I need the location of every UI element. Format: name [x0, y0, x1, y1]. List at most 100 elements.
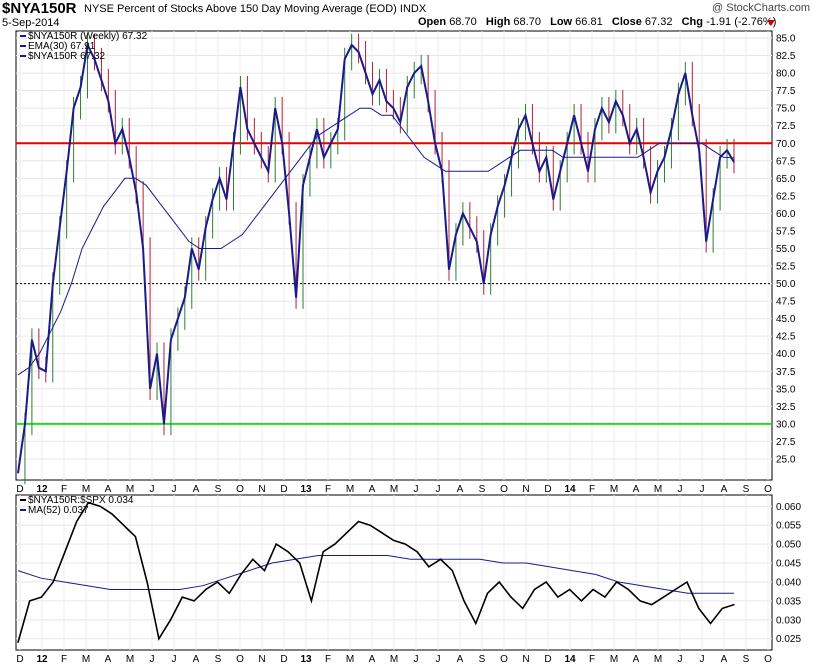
high-label: High — [485, 16, 511, 28]
data-point — [573, 114, 575, 116]
data-point — [31, 339, 33, 341]
data-point — [100, 79, 103, 81]
y-tick-label: 72.5 — [776, 121, 796, 132]
chg-label: Chg — [681, 16, 703, 28]
x-tick-label: M — [346, 484, 354, 495]
low-value: 66.81 — [575, 16, 603, 28]
data-point — [232, 142, 235, 144]
data-point — [427, 100, 429, 102]
data-point — [52, 581, 54, 583]
data-point — [169, 619, 172, 621]
x-tick-label: 13 — [300, 654, 312, 665]
data-point — [73, 107, 75, 109]
data-point — [691, 114, 693, 116]
x-tick-label: J — [678, 484, 683, 495]
data-point — [721, 607, 723, 610]
data-point — [344, 58, 346, 60]
data-point — [559, 170, 561, 172]
data-point — [274, 107, 276, 109]
data-point — [205, 588, 207, 591]
data-point — [263, 570, 266, 572]
data-point — [601, 107, 603, 109]
data-point — [38, 367, 40, 369]
x-tick-label: O — [764, 654, 772, 665]
data-point — [322, 551, 324, 553]
x-tick-label: O — [236, 654, 244, 665]
symbol-title: $NYA150R — [2, 0, 77, 17]
x-tick-label: D — [16, 654, 23, 665]
data-point — [357, 520, 359, 523]
data-point — [557, 596, 559, 598]
x-tick-label: D — [16, 484, 23, 495]
data-point — [99, 505, 101, 507]
data-point — [111, 513, 113, 515]
data-point — [87, 501, 90, 504]
data-point — [608, 121, 610, 123]
data-point — [392, 107, 394, 109]
y-tick-label: 62.5 — [776, 191, 796, 202]
x-tick-label: F — [325, 484, 331, 495]
y-tick-label: 67.5 — [776, 156, 796, 167]
x-tick-label: 14 — [564, 654, 576, 665]
y-tick-label: 42.5 — [776, 332, 796, 343]
data-point — [569, 588, 571, 591]
x-tick-label: S — [479, 484, 486, 495]
data-point — [531, 142, 534, 144]
y-tick-label: 35.0 — [776, 384, 796, 395]
x-tick-label: D — [544, 484, 551, 495]
data-point — [369, 524, 371, 526]
data-point — [698, 149, 700, 151]
data-point — [404, 543, 406, 545]
y-tick-label: 82.5 — [776, 51, 796, 62]
x-tick-label: S — [479, 654, 486, 665]
data-point — [592, 588, 594, 591]
x-tick-label: J — [172, 654, 177, 665]
x-tick-label: J — [436, 654, 441, 665]
y-tick-label: 45.0 — [776, 314, 796, 325]
x-tick-label: 12 — [36, 484, 48, 495]
data-point — [142, 247, 144, 250]
data-point — [246, 128, 248, 130]
data-point — [299, 562, 301, 564]
data-point — [184, 296, 186, 299]
open-value: 68.70 — [449, 16, 477, 28]
data-point — [545, 156, 547, 158]
x-tick-label: J — [678, 654, 683, 665]
y-tick-label: 0.060 — [776, 502, 801, 513]
data-point — [40, 596, 43, 598]
data-point — [448, 268, 450, 271]
data-point — [662, 596, 665, 598]
x-tick-label: A — [369, 654, 376, 665]
data-point — [636, 128, 638, 130]
data-point — [663, 156, 666, 158]
x-tick-label: J — [700, 654, 705, 665]
data-point — [406, 86, 408, 88]
x-tick-label: M — [654, 654, 662, 665]
data-point — [267, 170, 269, 172]
x-tick-label: M — [610, 484, 618, 495]
data-point — [17, 641, 19, 644]
x-tick-label: D — [280, 654, 287, 665]
x-tick-label: O — [764, 484, 772, 495]
data-point — [323, 156, 325, 158]
x-tick-label: M — [610, 654, 618, 665]
x-tick-label: A — [721, 484, 728, 495]
y-tick-label: 0.040 — [776, 577, 801, 588]
data-point — [651, 604, 653, 606]
y-tick-label: 0.050 — [776, 540, 801, 551]
brand-watermark: @ StockCharts.com — [712, 2, 810, 14]
data-point — [337, 128, 339, 130]
data-point — [193, 600, 195, 602]
data-point — [709, 622, 712, 625]
x-tick-label: N — [258, 654, 265, 665]
data-point — [177, 318, 179, 320]
data-point — [698, 607, 700, 610]
x-tick-label: J — [172, 484, 177, 495]
data-point — [218, 177, 221, 179]
y-tick-label: 27.5 — [776, 437, 796, 448]
data-point — [163, 423, 165, 425]
data-point — [107, 100, 109, 102]
data-point — [522, 607, 524, 610]
y-tick-label: 70.0 — [776, 139, 796, 150]
data-point — [287, 551, 289, 553]
